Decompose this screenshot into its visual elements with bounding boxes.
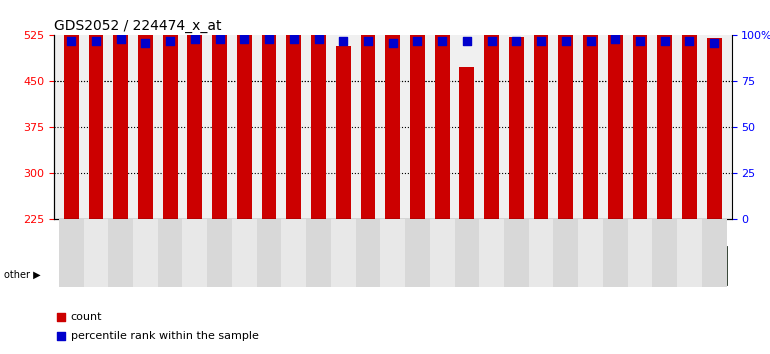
- FancyBboxPatch shape: [84, 219, 109, 287]
- FancyBboxPatch shape: [207, 219, 232, 287]
- Point: [288, 36, 300, 42]
- Bar: [707, 39, 721, 219]
- Bar: [658, 0, 672, 219]
- Point: [448, 226, 460, 232]
- FancyBboxPatch shape: [182, 219, 207, 287]
- Point: [634, 38, 646, 44]
- Bar: [262, 11, 276, 219]
- FancyBboxPatch shape: [529, 219, 554, 287]
- Point: [535, 38, 547, 44]
- Point: [511, 38, 523, 44]
- Text: ambiguous phase: ambiguous phase: [612, 261, 692, 270]
- FancyBboxPatch shape: [603, 219, 628, 287]
- FancyBboxPatch shape: [628, 219, 652, 287]
- FancyBboxPatch shape: [479, 219, 504, 287]
- Point: [460, 38, 473, 44]
- FancyBboxPatch shape: [405, 219, 430, 287]
- Text: count: count: [71, 312, 102, 322]
- FancyBboxPatch shape: [701, 219, 727, 287]
- FancyBboxPatch shape: [133, 219, 158, 287]
- FancyBboxPatch shape: [158, 219, 182, 287]
- FancyBboxPatch shape: [430, 219, 454, 287]
- Point: [263, 36, 275, 42]
- Point: [683, 38, 695, 44]
- Bar: [336, 46, 350, 219]
- Point: [658, 38, 671, 44]
- FancyBboxPatch shape: [232, 219, 256, 287]
- Bar: [385, 32, 400, 219]
- Bar: [460, 67, 474, 219]
- Point: [387, 40, 399, 46]
- Point: [313, 36, 325, 42]
- Text: other ▶: other ▶: [4, 269, 41, 279]
- FancyBboxPatch shape: [578, 246, 727, 285]
- Bar: [509, 36, 524, 219]
- FancyBboxPatch shape: [109, 219, 133, 287]
- Bar: [187, 0, 203, 219]
- FancyBboxPatch shape: [578, 219, 603, 287]
- Bar: [558, 24, 573, 219]
- Bar: [435, 0, 450, 219]
- Text: late secretory phase: late secretory phase: [457, 261, 551, 270]
- Point: [139, 40, 152, 46]
- Point: [65, 38, 77, 44]
- Text: mid secretory phase: mid secretory phase: [272, 261, 365, 270]
- FancyBboxPatch shape: [207, 246, 430, 285]
- FancyBboxPatch shape: [504, 219, 529, 287]
- FancyBboxPatch shape: [677, 219, 701, 287]
- Bar: [213, 0, 227, 219]
- Bar: [64, 23, 79, 219]
- FancyBboxPatch shape: [554, 219, 578, 287]
- FancyBboxPatch shape: [356, 219, 380, 287]
- Point: [560, 38, 572, 44]
- Text: GDS2052 / 224474_x_at: GDS2052 / 224474_x_at: [54, 19, 222, 33]
- Bar: [360, 15, 376, 219]
- Bar: [633, 0, 648, 219]
- Point: [436, 38, 448, 44]
- Bar: [583, 0, 598, 219]
- Point: [609, 36, 621, 42]
- FancyBboxPatch shape: [331, 219, 356, 287]
- FancyBboxPatch shape: [454, 219, 479, 287]
- Bar: [682, 0, 697, 219]
- Point: [337, 38, 350, 44]
- Bar: [410, 30, 425, 219]
- Point: [708, 40, 721, 46]
- Point: [584, 38, 597, 44]
- FancyBboxPatch shape: [281, 219, 306, 287]
- Point: [362, 38, 374, 44]
- Bar: [534, 7, 548, 219]
- FancyBboxPatch shape: [306, 219, 331, 287]
- FancyBboxPatch shape: [652, 219, 677, 287]
- FancyBboxPatch shape: [256, 219, 281, 287]
- FancyBboxPatch shape: [380, 219, 405, 287]
- Bar: [311, 7, 326, 219]
- FancyBboxPatch shape: [430, 246, 578, 285]
- Bar: [138, 30, 152, 219]
- Bar: [237, 15, 252, 219]
- Point: [164, 38, 176, 44]
- Point: [238, 36, 250, 42]
- Point: [115, 36, 127, 42]
- Point: [213, 36, 226, 42]
- Point: [189, 36, 201, 42]
- Text: proliferative phase: proliferative phase: [65, 261, 151, 270]
- Point: [485, 38, 497, 44]
- Text: percentile rank within the sample: percentile rank within the sample: [71, 331, 259, 341]
- Bar: [113, 0, 128, 219]
- FancyBboxPatch shape: [59, 219, 84, 287]
- Bar: [162, 20, 178, 219]
- FancyBboxPatch shape: [59, 246, 158, 285]
- Bar: [608, 0, 623, 219]
- Bar: [89, 24, 103, 219]
- Point: [90, 38, 102, 44]
- Text: early secretory
phase: early secretory phase: [149, 256, 216, 275]
- Bar: [484, 24, 499, 219]
- Bar: [286, 0, 301, 219]
- FancyBboxPatch shape: [158, 246, 207, 285]
- Point: [448, 52, 460, 58]
- Point: [411, 38, 424, 44]
